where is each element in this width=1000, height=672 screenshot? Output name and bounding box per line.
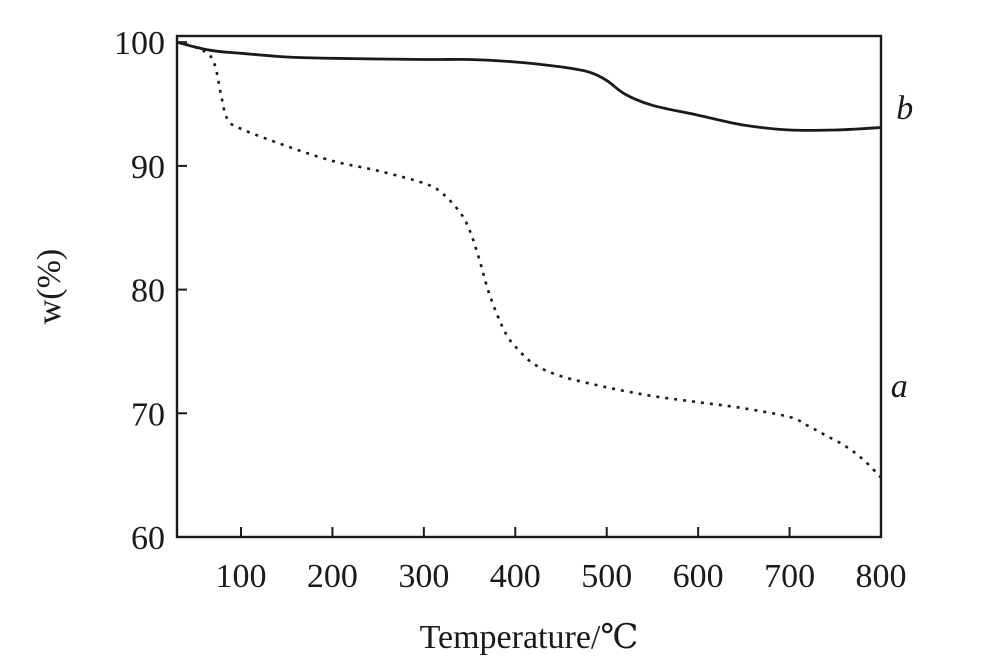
tick-layer: [177, 41, 882, 538]
y-tick-label: 60: [131, 520, 165, 557]
y-tick-label: 70: [131, 396, 165, 433]
y-axis-title: w(%): [31, 249, 68, 325]
x-tick-label: 400: [490, 558, 541, 595]
x-tick-label: 100: [216, 558, 267, 595]
x-tick-label: 200: [307, 558, 358, 595]
series-b-label: b: [896, 90, 913, 127]
tick-labels: 100 200 300 400 500 600 700 800 60 70 80 90 100: [114, 25, 907, 595]
x-tick-label: 700: [764, 558, 815, 595]
x-tick-label: 600: [673, 558, 724, 595]
x-tick-label: 300: [398, 558, 449, 595]
plot-frame: [175, 34, 883, 539]
series-a-label: a: [891, 368, 908, 405]
series-b-line: [176, 40, 882, 132]
x-axis-title: Temperature/℃: [420, 619, 639, 656]
y-tick-label: 100: [114, 25, 165, 62]
y-tick-label: 80: [131, 273, 165, 310]
series-layer: ab: [176, 40, 913, 479]
x-tick-label: 800: [856, 558, 907, 595]
series-a-line: [176, 40, 882, 479]
x-tick-label: 500: [581, 558, 632, 595]
y-tick-label: 90: [131, 149, 165, 186]
